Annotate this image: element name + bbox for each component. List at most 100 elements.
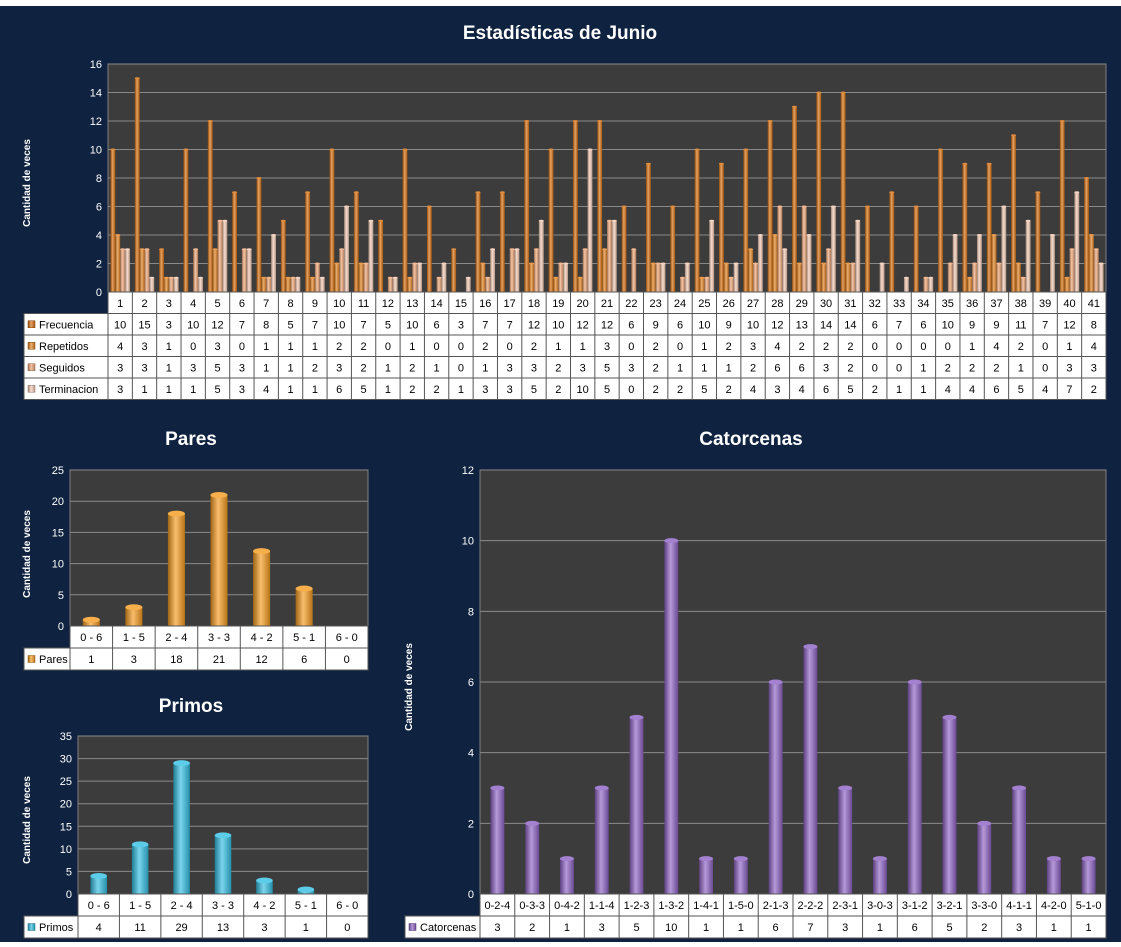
table-value: 3 [1066,362,1072,374]
bar-terminacion [417,262,423,292]
bar-seguidos [509,248,515,292]
table-value: 5 [604,362,610,374]
bar-pares [82,616,100,626]
table-value: 1 [287,362,293,374]
category-label: 6 - 0 [336,632,358,644]
table-value: 1 [877,922,883,934]
y-tick-label: 15 [60,821,72,833]
bar-terminacion [295,276,301,292]
legend-swatch-repetidos [27,342,36,350]
bar-catorcenas [559,856,574,894]
table-value: 7 [239,319,245,331]
bar-seguidos [387,276,393,292]
table-value: 4 [1091,341,1097,353]
series-name: Catorcenas [420,922,477,934]
category-label: 1 - 5 [123,632,145,644]
bar-seguidos [972,262,977,292]
bar-catorcenas [629,714,644,894]
table-value: 5 [214,384,220,396]
table-value: 4 [774,341,780,353]
category-label: 3 - 3 [208,632,230,644]
category-label: 7 [263,298,269,310]
bar-frecuencia [256,177,262,292]
table-value: 6 [920,319,926,331]
bar-frecuencia [791,105,797,292]
bar-seguidos [850,262,856,292]
table-value: 5 [214,362,220,374]
bar-seguidos [241,248,247,292]
bar-terminacion [368,219,374,292]
category-label: 2 [141,298,147,310]
bar-seguidos [582,248,588,292]
category-label: 22 [625,298,637,310]
table-value: 1 [263,362,269,374]
bar-terminacion [514,248,520,292]
table-value: 7 [1042,319,1048,331]
bar-repetidos [163,276,169,292]
y-tick-label: 25 [52,465,64,477]
table-value: 11 [134,922,145,934]
table-value: 10 [333,319,345,331]
bar-terminacion [806,234,812,292]
table-value: 0 [239,341,245,353]
bar-terminacion [976,234,982,292]
table-value: 2 [750,362,756,374]
table-value: 7 [896,319,902,331]
category-label: 0 - 6 [80,632,102,644]
table-value: 2 [726,341,732,353]
bar-repetidos [577,276,583,292]
bar-terminacion [222,219,228,292]
table-value: 3 [599,922,605,934]
category-label: 40 [1063,298,1075,310]
y-axis-title: Cantidad de veces [22,776,33,864]
table-value: 2 [555,362,561,374]
table-value: 3 [494,922,500,934]
bar-repetidos [723,262,729,292]
table-value: 4 [969,384,975,396]
bar-frecuencia [645,162,651,292]
bar-catorcenas [1012,785,1027,894]
category-label: 0-3-3 [519,900,545,912]
category-label: 3-2-1 [937,900,963,912]
table-value: 2 [482,341,488,353]
table-value: 5 [385,319,391,331]
table-value: 1 [482,362,488,374]
table-value: 1 [88,654,94,666]
bar-primos [256,877,273,894]
table-value: 10 [114,319,126,331]
bar-pares [210,491,228,626]
bar-seguidos [826,248,831,292]
bar-seguidos [339,248,345,292]
table-value: 12 [255,654,267,666]
y-tick-label: 15 [52,527,64,539]
bar-terminacion [271,234,276,292]
category-label: 38 [1015,298,1027,310]
table-value: 5 [287,319,293,331]
bar-frecuencia [426,205,432,292]
bar-terminacion [1074,191,1080,292]
table-value: 6 [799,362,805,374]
y-tick-label: 14 [90,88,102,100]
table-value: 5 [1018,384,1024,396]
y-tick-label: 4 [96,230,102,242]
category-label: 17 [504,298,516,310]
table-value: 3 [531,362,537,374]
data-table-body [107,291,1107,400]
bar-seguidos [728,276,734,292]
table-value: 1 [738,922,744,934]
category-label: 28 [771,298,783,310]
y-tick-label: 8 [96,173,102,185]
bar-seguidos [266,276,272,292]
legend-swatch-catorcenas [408,923,417,931]
table-value: 1 [166,384,172,396]
table-value: 3 [604,341,610,353]
table-value: 3 [580,362,586,374]
bar-primos [173,760,190,894]
table-value: 2 [531,341,537,353]
category-label: 1-1-4 [589,900,615,912]
bar-terminacion [587,148,593,292]
table-value: 6 [872,319,878,331]
bar-frecuencia [597,120,603,292]
table-value: 3 [507,384,513,396]
bar-repetidos [748,248,754,292]
